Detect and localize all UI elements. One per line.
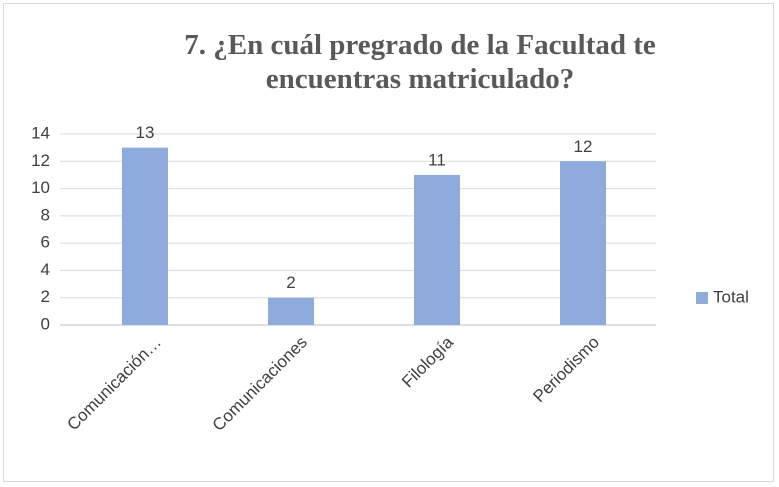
x-tick-label: Filología	[398, 332, 457, 391]
x-tick-label: Comunicación…	[63, 333, 165, 435]
y-tick-label: 14	[31, 123, 50, 142]
x-tick-label: Periodismo	[529, 333, 603, 407]
chart-title: 7. ¿En cuál pregrado de la Facultad te e…	[184, 29, 656, 95]
bar	[414, 174, 460, 325]
x-tick-label: Comunicaciones	[209, 333, 311, 435]
bar	[560, 161, 606, 325]
y-tick-label: 0	[41, 314, 50, 333]
y-tick-label: 12	[31, 151, 50, 170]
y-tick-label: 4	[41, 260, 50, 279]
data-label: 12	[574, 137, 593, 156]
data-label: 11	[428, 150, 446, 169]
legend-swatch	[696, 292, 708, 304]
y-tick-label: 10	[31, 178, 50, 197]
y-tick-label: 8	[41, 205, 50, 224]
bar	[122, 147, 168, 325]
data-label: 2	[286, 273, 295, 292]
bar	[268, 297, 314, 325]
data-label: 13	[136, 123, 155, 142]
chart-border	[3, 3, 774, 482]
y-tick-label: 6	[41, 233, 50, 252]
y-tick-label: 2	[41, 287, 50, 306]
legend-label: Total	[713, 287, 749, 306]
